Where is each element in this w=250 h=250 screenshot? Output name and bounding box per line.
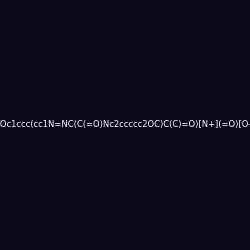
Text: COc1ccc(cc1N=NC(C(=O)Nc2ccccc2OC)C(C)=O)[N+](=O)[O-]: COc1ccc(cc1N=NC(C(=O)Nc2ccccc2OC)C(C)=O)… bbox=[0, 120, 250, 130]
